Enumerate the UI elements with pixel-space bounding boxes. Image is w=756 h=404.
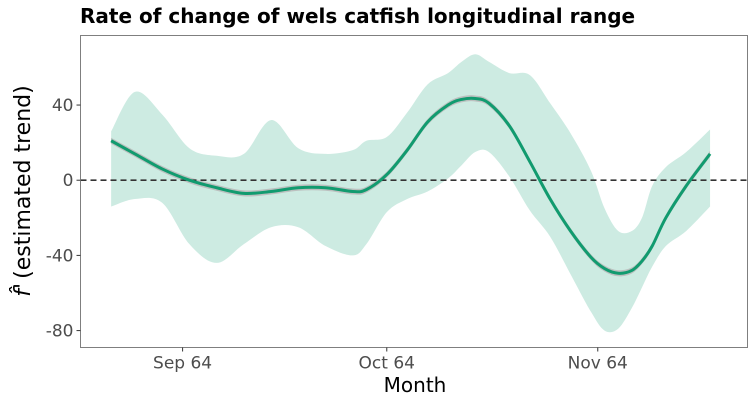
y-tick-label: 40 (52, 96, 74, 116)
trend-line (110, 96, 712, 275)
y-axis-title-text: f̂' (estimated trend) (10, 85, 36, 296)
y-axis-title-symbol: f̂ (10, 286, 36, 297)
plot-area (80, 35, 748, 348)
chart-title: Rate of change of wels catfish longitudi… (80, 4, 635, 28)
x-axis-title: Month (384, 373, 447, 397)
confidence-ribbon (111, 54, 711, 333)
x-tick-label: Sep 64 (153, 354, 212, 374)
x-tick-label: Nov 64 (568, 354, 628, 374)
y-tick-label: -40 (46, 246, 74, 266)
y-axis-title: f̂' (estimated trend) (10, 85, 36, 296)
y-axis-title-prime: ' (11, 283, 36, 289)
x-tick-label: Oct 64 (359, 354, 415, 374)
plot-frame (80, 35, 748, 348)
y-axis: 40 0 -40 -80 (46, 96, 81, 342)
x-axis: Sep 64 Oct 64 Nov 64 (153, 347, 628, 374)
y-axis-title-rest: (estimated trend) (11, 85, 36, 279)
y-tick-label: -80 (46, 322, 74, 342)
y-tick-label: 0 (63, 171, 74, 191)
